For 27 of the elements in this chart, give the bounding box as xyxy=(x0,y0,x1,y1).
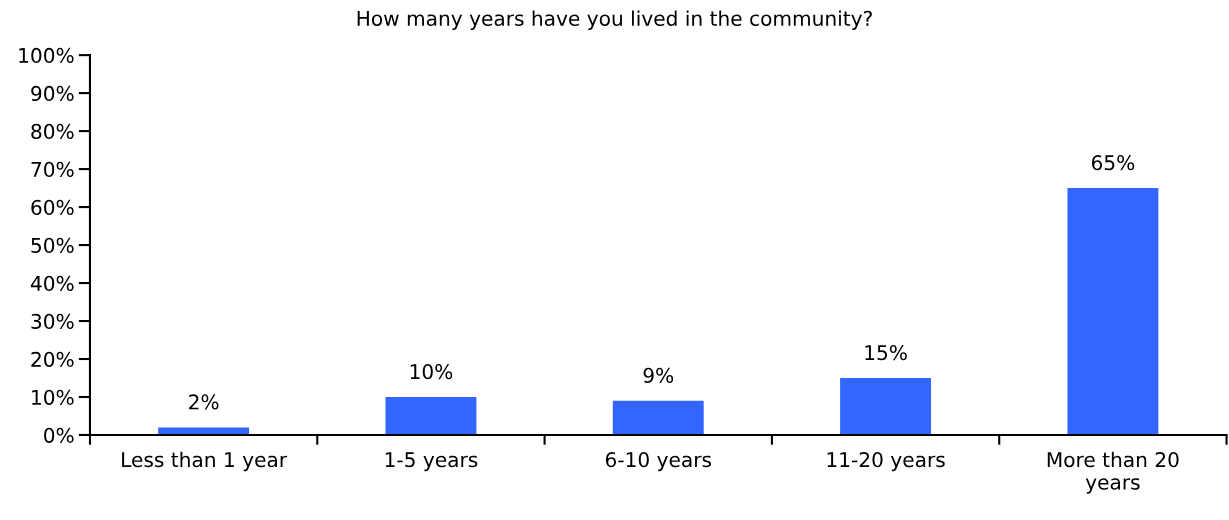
chart-title: How many years have you lived in the community? xyxy=(357,10,872,30)
bar xyxy=(612,400,704,435)
bar xyxy=(840,378,932,435)
data-label: 65% xyxy=(1091,155,1135,171)
x-tick-label: 6-10 years xyxy=(605,452,712,472)
data-label: 15% xyxy=(865,344,907,361)
y-tick-label: 20% xyxy=(31,351,74,367)
y-tick-label: 80% xyxy=(31,123,74,140)
y-tick-label: 50% xyxy=(31,237,74,253)
data-label: 2% xyxy=(189,394,219,410)
data-label: 9% xyxy=(643,367,674,383)
y-tick-label: 70% xyxy=(31,161,74,178)
y-tick-label: 100% xyxy=(19,47,74,64)
bar xyxy=(385,396,477,435)
y-tick-label: 30% xyxy=(31,313,74,329)
x-tick-label: 1-5 years xyxy=(385,452,478,472)
y-tick-label: 10% xyxy=(32,389,74,405)
y-tick-label: 60% xyxy=(31,199,74,215)
y-tick-label: 40% xyxy=(30,275,74,291)
bar xyxy=(158,427,250,435)
x-tick-label: Less than 1 year xyxy=(122,451,288,472)
y-tick-label: 90% xyxy=(31,85,74,102)
x-tick-label: More than 20 years xyxy=(1047,451,1179,494)
y-tick-label: 0% xyxy=(44,427,74,443)
x-tick-label: 11-20 years xyxy=(827,452,945,472)
bar xyxy=(1067,188,1159,435)
data-label: 10% xyxy=(410,363,453,380)
